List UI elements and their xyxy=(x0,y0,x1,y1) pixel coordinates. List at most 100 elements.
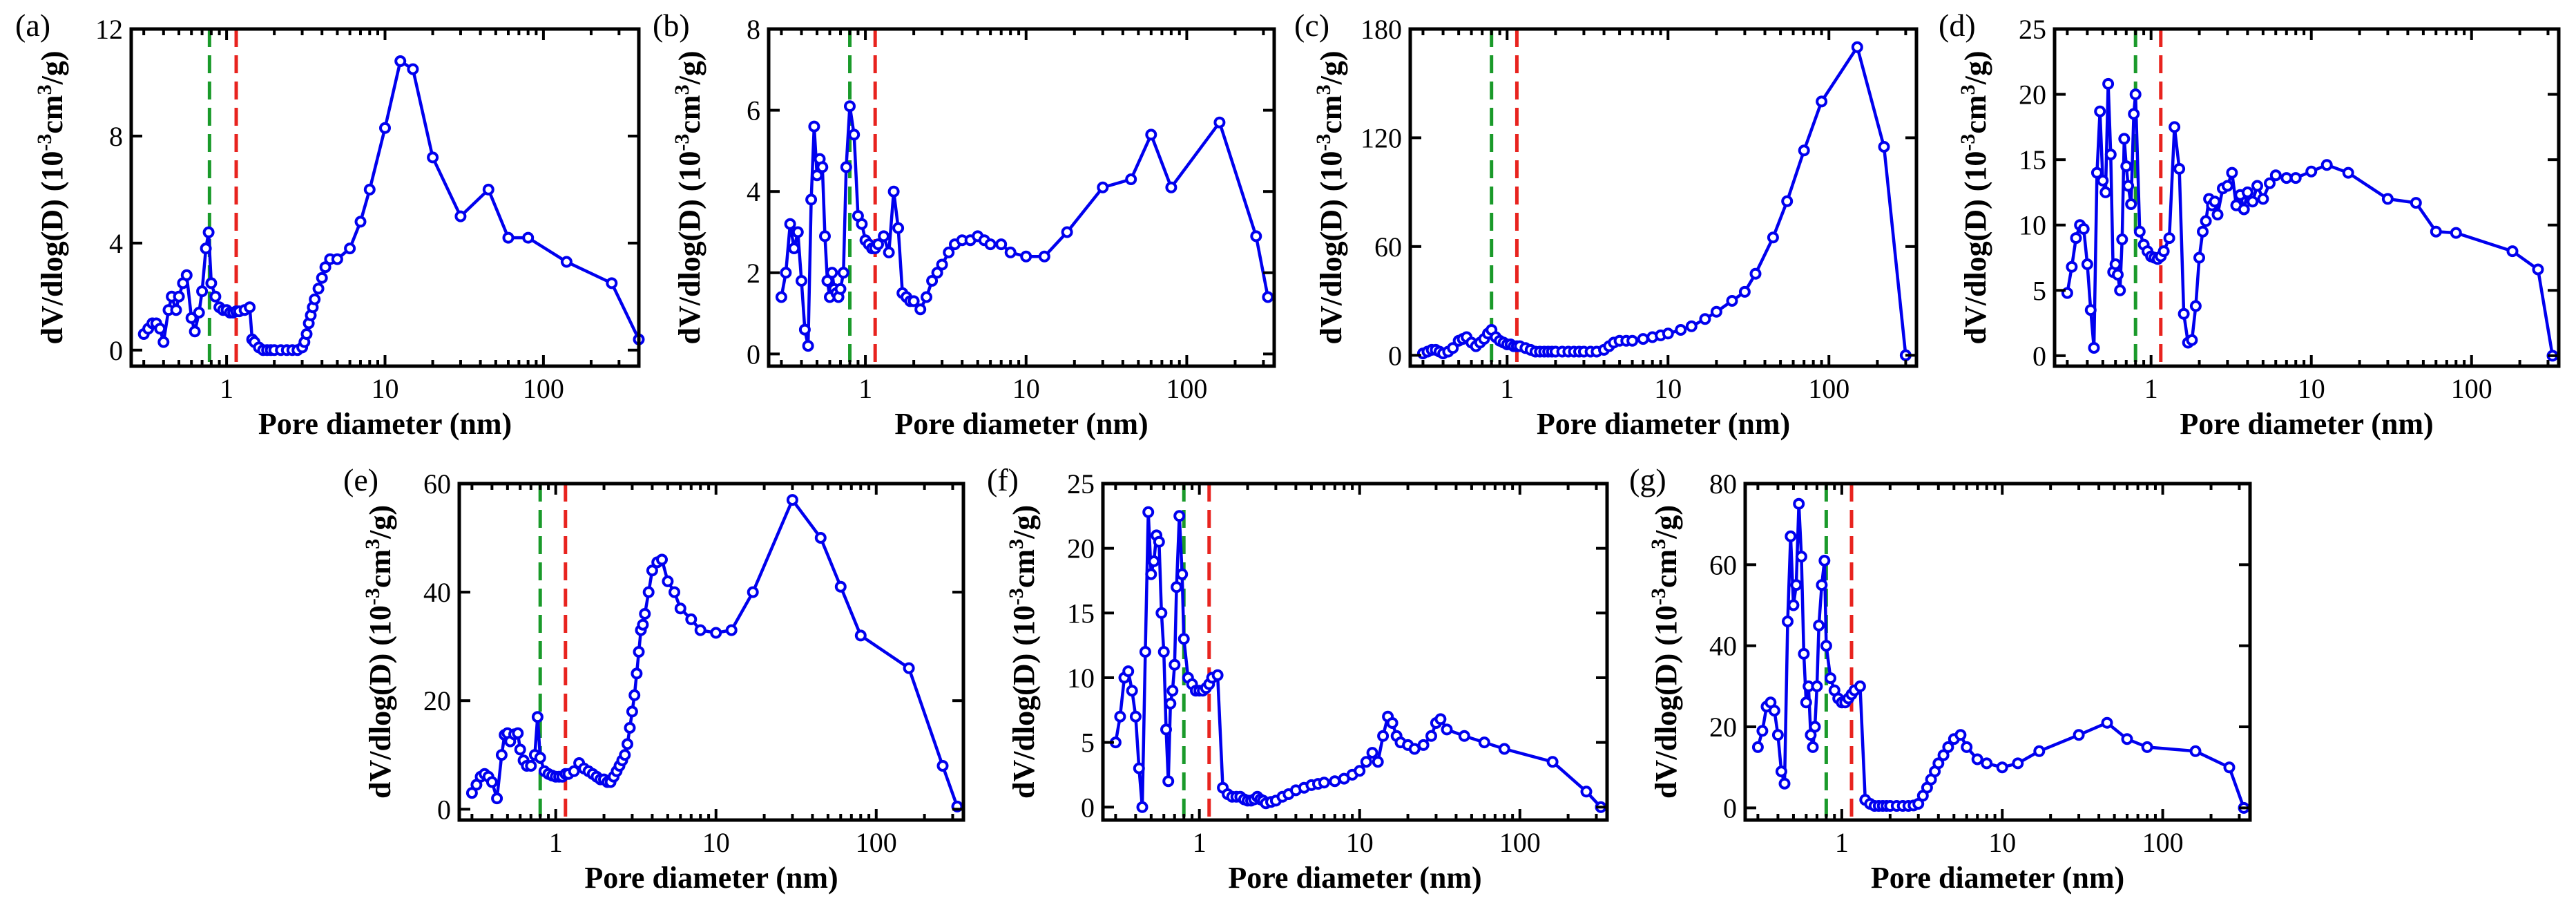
data-point xyxy=(1020,250,1032,263)
data-point xyxy=(1685,320,1698,332)
data-point xyxy=(2280,172,2293,184)
data-point xyxy=(1097,181,1109,193)
data-point xyxy=(2104,149,2117,161)
data-point xyxy=(316,272,328,284)
data-point xyxy=(840,161,852,173)
data-point xyxy=(2112,269,2124,281)
y-tick-label: 0 xyxy=(437,794,451,825)
data-point xyxy=(788,242,800,254)
data-point xyxy=(1038,250,1050,263)
data-point xyxy=(331,253,343,265)
x-tick-label: 10 xyxy=(1012,373,1040,404)
y-axis-label-part: 3 xyxy=(361,539,384,549)
data-point xyxy=(1749,267,1762,280)
y-axis-label-part: dV/dlog(D) (10 xyxy=(1314,151,1348,345)
y-tick-label: 0 xyxy=(109,335,123,366)
data-point xyxy=(1366,747,1378,759)
data-point xyxy=(1813,619,1825,631)
chart-panel: 1 10 100 0 4 8 12 Pore diameter (nm) dV/dlog(D) … xyxy=(15,8,645,441)
chart-panel: 1 10 100 0 5 10 15 20 25 Pore diameter (nm) dV/dlo… xyxy=(1939,8,2561,441)
data-point xyxy=(1213,116,1226,129)
chart-panel: 1 10 100 0 5 10 15 20 25 Pore diameter (nm) dV/dlo… xyxy=(987,462,1609,895)
data-point xyxy=(1781,195,1794,207)
data-point xyxy=(819,230,831,242)
y-axis-label-part: -3 xyxy=(1647,588,1670,605)
y-axis-label: dV/dlog(D) (10-3cm3/g) xyxy=(33,51,69,345)
data-point xyxy=(2088,342,2100,354)
data-point xyxy=(2099,186,2112,198)
y-tick-label: 5 xyxy=(1081,727,1095,759)
data-point xyxy=(1710,305,1722,318)
data-point xyxy=(984,238,997,251)
data-point xyxy=(209,290,222,303)
panel-label: (g) xyxy=(1629,462,1666,497)
data-point xyxy=(669,586,680,598)
data-point xyxy=(694,624,707,636)
data-point xyxy=(309,293,321,305)
data-point xyxy=(1386,717,1398,729)
data-point xyxy=(624,722,636,734)
data-point xyxy=(173,290,185,303)
data-point xyxy=(662,575,674,587)
data-point xyxy=(872,238,884,251)
data-point xyxy=(1809,721,1821,733)
data-point xyxy=(1726,295,1738,307)
plot-frame xyxy=(2053,27,2561,368)
data-point xyxy=(427,151,439,164)
data-point xyxy=(747,586,759,598)
y-tick-label: 120 xyxy=(1361,122,1402,153)
data-point xyxy=(1126,685,1138,697)
data-point xyxy=(2197,225,2209,238)
data-point xyxy=(1756,725,1769,737)
plot-frame xyxy=(1743,482,2252,822)
data-point xyxy=(2066,260,2078,273)
y-axis-label-part: -3 xyxy=(1957,134,1979,151)
data-point xyxy=(1354,765,1366,777)
data-point xyxy=(1447,342,1459,354)
y-tick-label: 6 xyxy=(747,95,760,126)
data-point xyxy=(244,301,256,314)
x-tick-label: 10 xyxy=(1654,373,1682,404)
x-tick-label: 100 xyxy=(2142,827,2184,858)
data-point xyxy=(821,275,834,287)
data-point xyxy=(1942,741,1954,753)
data-point xyxy=(2178,307,2190,320)
data-point xyxy=(685,613,698,625)
data-point xyxy=(1408,743,1421,755)
data-point xyxy=(205,277,218,289)
data-point xyxy=(1787,599,1800,611)
x-tick-label: 1 xyxy=(1193,827,1207,858)
data-point xyxy=(354,216,367,228)
plot-frame xyxy=(767,27,1276,368)
y-axis-label-part: 3 xyxy=(33,84,56,95)
data-point xyxy=(2211,209,2224,221)
data-point xyxy=(502,231,515,244)
data-point xyxy=(943,246,955,258)
data-point xyxy=(1157,646,1170,658)
panel-label: (c) xyxy=(1294,8,1329,43)
data-point xyxy=(1738,285,1751,298)
data-point xyxy=(674,602,686,615)
x-tick-label: 10 xyxy=(1346,827,1374,858)
data-point xyxy=(710,627,722,639)
y-axis-label: dV/dlog(D) (10-3cm3/g) xyxy=(1005,505,1041,799)
data-point xyxy=(926,275,939,287)
x-tick-label: 100 xyxy=(856,827,897,858)
data-point xyxy=(1816,95,1828,108)
y-axis-label: dV/dlog(D) (10-3cm3/g) xyxy=(1957,51,1992,345)
x-tick-label: 10 xyxy=(372,373,399,404)
data-point xyxy=(725,624,738,636)
data-point xyxy=(1932,757,1945,770)
x-tick-label: 1 xyxy=(1835,827,1849,858)
data-point xyxy=(2084,304,2097,316)
data-point xyxy=(2101,716,2113,729)
y-axis-label-part: /g) xyxy=(1959,51,1992,86)
plot-frame xyxy=(457,482,965,822)
x-axis-label: Pore diameter (nm) xyxy=(894,407,1148,441)
data-point xyxy=(2077,222,2090,235)
data-point xyxy=(568,765,580,777)
y-axis-label-part: dV/dlog(D) (10 xyxy=(1649,605,1683,799)
data-point xyxy=(2251,180,2263,192)
data-point xyxy=(1807,741,1819,753)
data-point xyxy=(2081,258,2093,270)
